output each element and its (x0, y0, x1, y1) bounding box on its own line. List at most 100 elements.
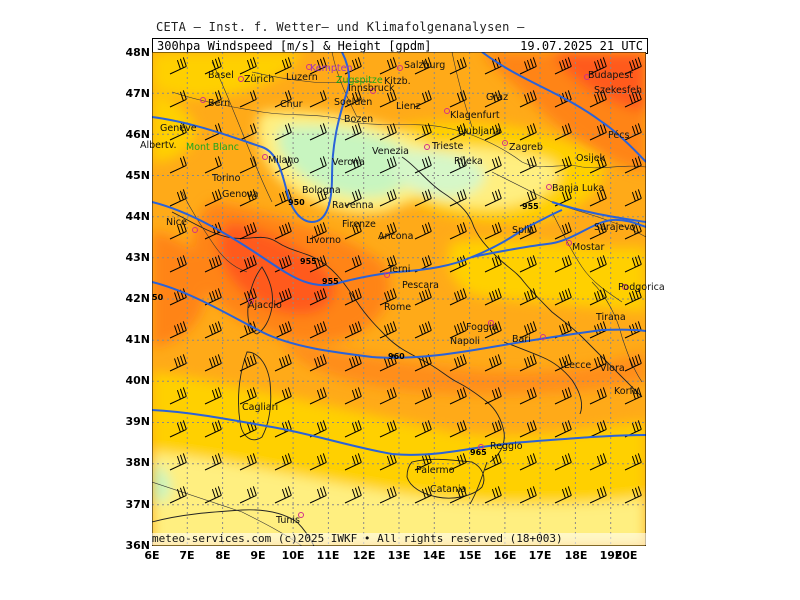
wind-barb (624, 255, 642, 273)
wind-barbs (169, 57, 642, 504)
city-label: Terni (388, 264, 411, 275)
city-label: Budapest (588, 70, 633, 81)
wind-barb (169, 189, 187, 207)
wind-barb (169, 156, 187, 174)
wind-barb (204, 420, 222, 438)
city-label: Bern (208, 98, 231, 109)
coastlines (152, 156, 643, 546)
wind-barb (309, 453, 327, 471)
wind-barb (239, 486, 257, 504)
wind-barb (344, 420, 362, 438)
city-label: Chur (280, 99, 303, 110)
wind-barb (274, 387, 292, 405)
wind-barb (624, 90, 642, 108)
city-label: Reggio (490, 441, 523, 452)
wind-barb (379, 255, 397, 273)
wind-barb (204, 387, 222, 405)
wind-barb (169, 57, 187, 75)
city-marker (262, 154, 268, 160)
lon-tick-label: 18E (564, 549, 588, 562)
wind-barb (554, 123, 572, 141)
wind-barb (344, 189, 362, 207)
wind-barb (519, 453, 537, 471)
wind-barb (519, 387, 537, 405)
lon-tick-label: 20E (614, 549, 638, 562)
lat-tick-label: 42N (125, 292, 150, 305)
wind-barb (484, 420, 502, 438)
wind-barb (344, 222, 362, 240)
lat-tick-label: 39N (125, 415, 150, 428)
city-label: Pescara (402, 280, 439, 291)
lat-tick-label: 38N (125, 456, 150, 469)
wind-barb (554, 354, 572, 372)
lat-tick-label: 45N (125, 169, 150, 182)
wind-barb (589, 90, 607, 108)
wind-barb (414, 354, 432, 372)
contour-label: 955 (322, 277, 339, 286)
wind-barb (519, 354, 537, 372)
wind-barb (344, 486, 362, 504)
wind-barb (274, 288, 292, 306)
wind-barb (309, 255, 327, 273)
wind-barb (484, 123, 502, 141)
wind-barb (414, 486, 432, 504)
wind-barb (519, 321, 537, 339)
product-bar: 300hpa Windspeed [m/s] & Height [gpdm] 1… (152, 38, 648, 54)
city-label: Foggia (466, 322, 498, 333)
wind-barb (484, 222, 502, 240)
contour-label: 960 (388, 352, 405, 361)
city-label: Zagreb (509, 142, 543, 153)
wind-barb (379, 288, 397, 306)
wind-barb (414, 189, 432, 207)
wind-barb (589, 486, 607, 504)
wind-barb (239, 453, 257, 471)
wind-barb (239, 57, 257, 75)
valid-time: 19.07.2025 21 UTC (520, 39, 643, 53)
wind-barb (309, 420, 327, 438)
wind-barb (204, 156, 222, 174)
height-contour-ne (481, 52, 646, 163)
city-label: Bari (512, 334, 531, 345)
city-label: Salzburg (404, 60, 446, 71)
wind-barb (169, 321, 187, 339)
city-label: Catania (430, 484, 467, 495)
city-label: Rome (384, 302, 412, 313)
city-label: Palermo (416, 465, 455, 476)
city-marker (397, 65, 403, 71)
city-label: Korfu (614, 386, 639, 397)
wind-barb (379, 90, 397, 108)
wind-barb (379, 222, 397, 240)
wind-barb (624, 321, 642, 339)
wind-barb (309, 486, 327, 504)
lat-tick-label: 44N (125, 210, 150, 223)
wind-barb (554, 255, 572, 273)
wind-barb (589, 222, 607, 240)
wind-barb (484, 453, 502, 471)
lat-tick-label: 47N (125, 87, 150, 100)
wind-barb (379, 486, 397, 504)
wind-barb (624, 222, 642, 240)
city-marker (384, 272, 390, 278)
city-label: Basel (208, 70, 234, 81)
wind-barb (239, 222, 257, 240)
wind-barb (589, 387, 607, 405)
wind-barb (414, 387, 432, 405)
city-label: Nice (166, 217, 187, 228)
wind-barb (589, 156, 607, 174)
wind-barb (274, 57, 292, 75)
wind-barb (379, 453, 397, 471)
wind-barb (169, 90, 187, 108)
wind-barb (239, 156, 257, 174)
height-contour-965 (152, 409, 646, 456)
wind-barb (519, 123, 537, 141)
wind-barb (309, 321, 327, 339)
wind-barb (239, 387, 257, 405)
wind-barb (554, 486, 572, 504)
city-marker (622, 284, 628, 290)
wind-barb (274, 90, 292, 108)
height-contour-955-east (471, 218, 646, 258)
city-label: Verona (332, 157, 365, 168)
lon-tick-label: 8E (215, 549, 231, 562)
wind-barb (204, 486, 222, 504)
wind-barb (344, 453, 362, 471)
